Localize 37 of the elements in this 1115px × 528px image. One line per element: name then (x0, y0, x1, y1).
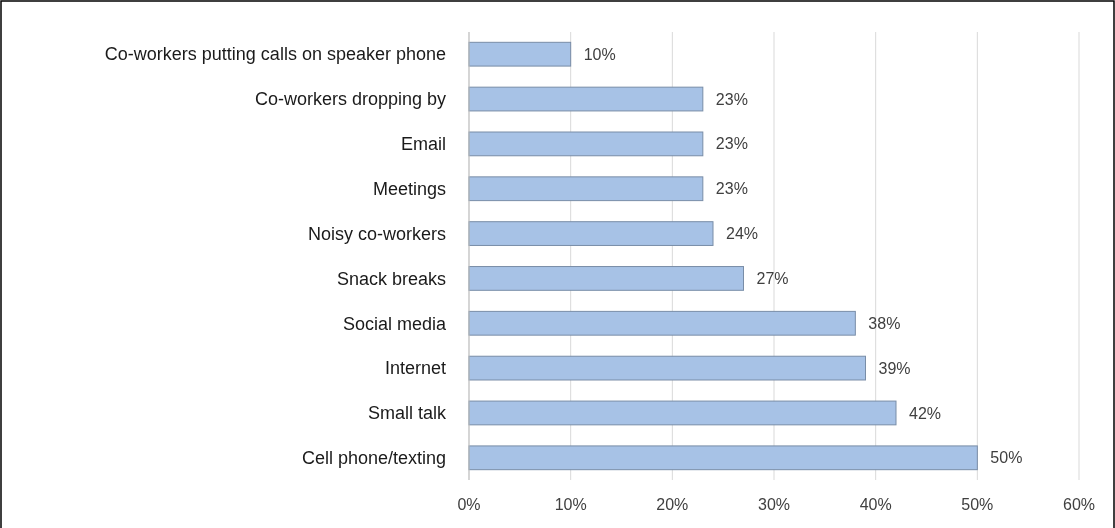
y-tick-label: Small talk (367, 403, 447, 424)
y-tick-label: Internet (384, 358, 446, 379)
y-tick-label: Meetings (372, 179, 446, 200)
x-tick-label: 0% (457, 496, 481, 513)
bar (468, 221, 714, 246)
data-label: 23% (715, 135, 748, 153)
data-label: 24% (726, 225, 759, 243)
y-tick-label: Co-workers dropping by (254, 89, 446, 110)
data-label: 50% (990, 449, 1023, 467)
x-tick-label: 20% (656, 496, 689, 513)
y-tick-label: Noisy co-workers (307, 223, 446, 244)
y-tick-label: Social media (342, 313, 447, 334)
data-label: 42% (909, 404, 942, 422)
x-tick-label: 10% (554, 496, 587, 513)
bar (468, 131, 704, 157)
x-tick-label: 50% (961, 496, 994, 513)
data-label: 38% (868, 314, 901, 332)
bar (468, 355, 866, 381)
bar (468, 41, 572, 67)
data-label: 23% (715, 90, 748, 108)
y-tick-label: Snack breaks (336, 268, 446, 289)
y-tick-label: Email (400, 134, 446, 155)
bar (468, 400, 897, 426)
y-tick-label: Co-workers putting calls on speaker phone (104, 44, 446, 65)
x-tick-label: 40% (859, 496, 892, 513)
y-tick-label: Cell phone/texting (301, 448, 446, 469)
bar (468, 266, 744, 291)
data-label: 10% (583, 45, 616, 63)
bar (468, 176, 704, 202)
bar (468, 310, 856, 336)
x-tick-label: 60% (1062, 496, 1096, 513)
data-label: 39% (878, 359, 911, 377)
bar (468, 86, 704, 112)
x-tick-label: 30% (757, 496, 791, 513)
data-label: 27% (756, 270, 789, 288)
bar (468, 445, 978, 471)
data-label: 23% (715, 180, 748, 198)
